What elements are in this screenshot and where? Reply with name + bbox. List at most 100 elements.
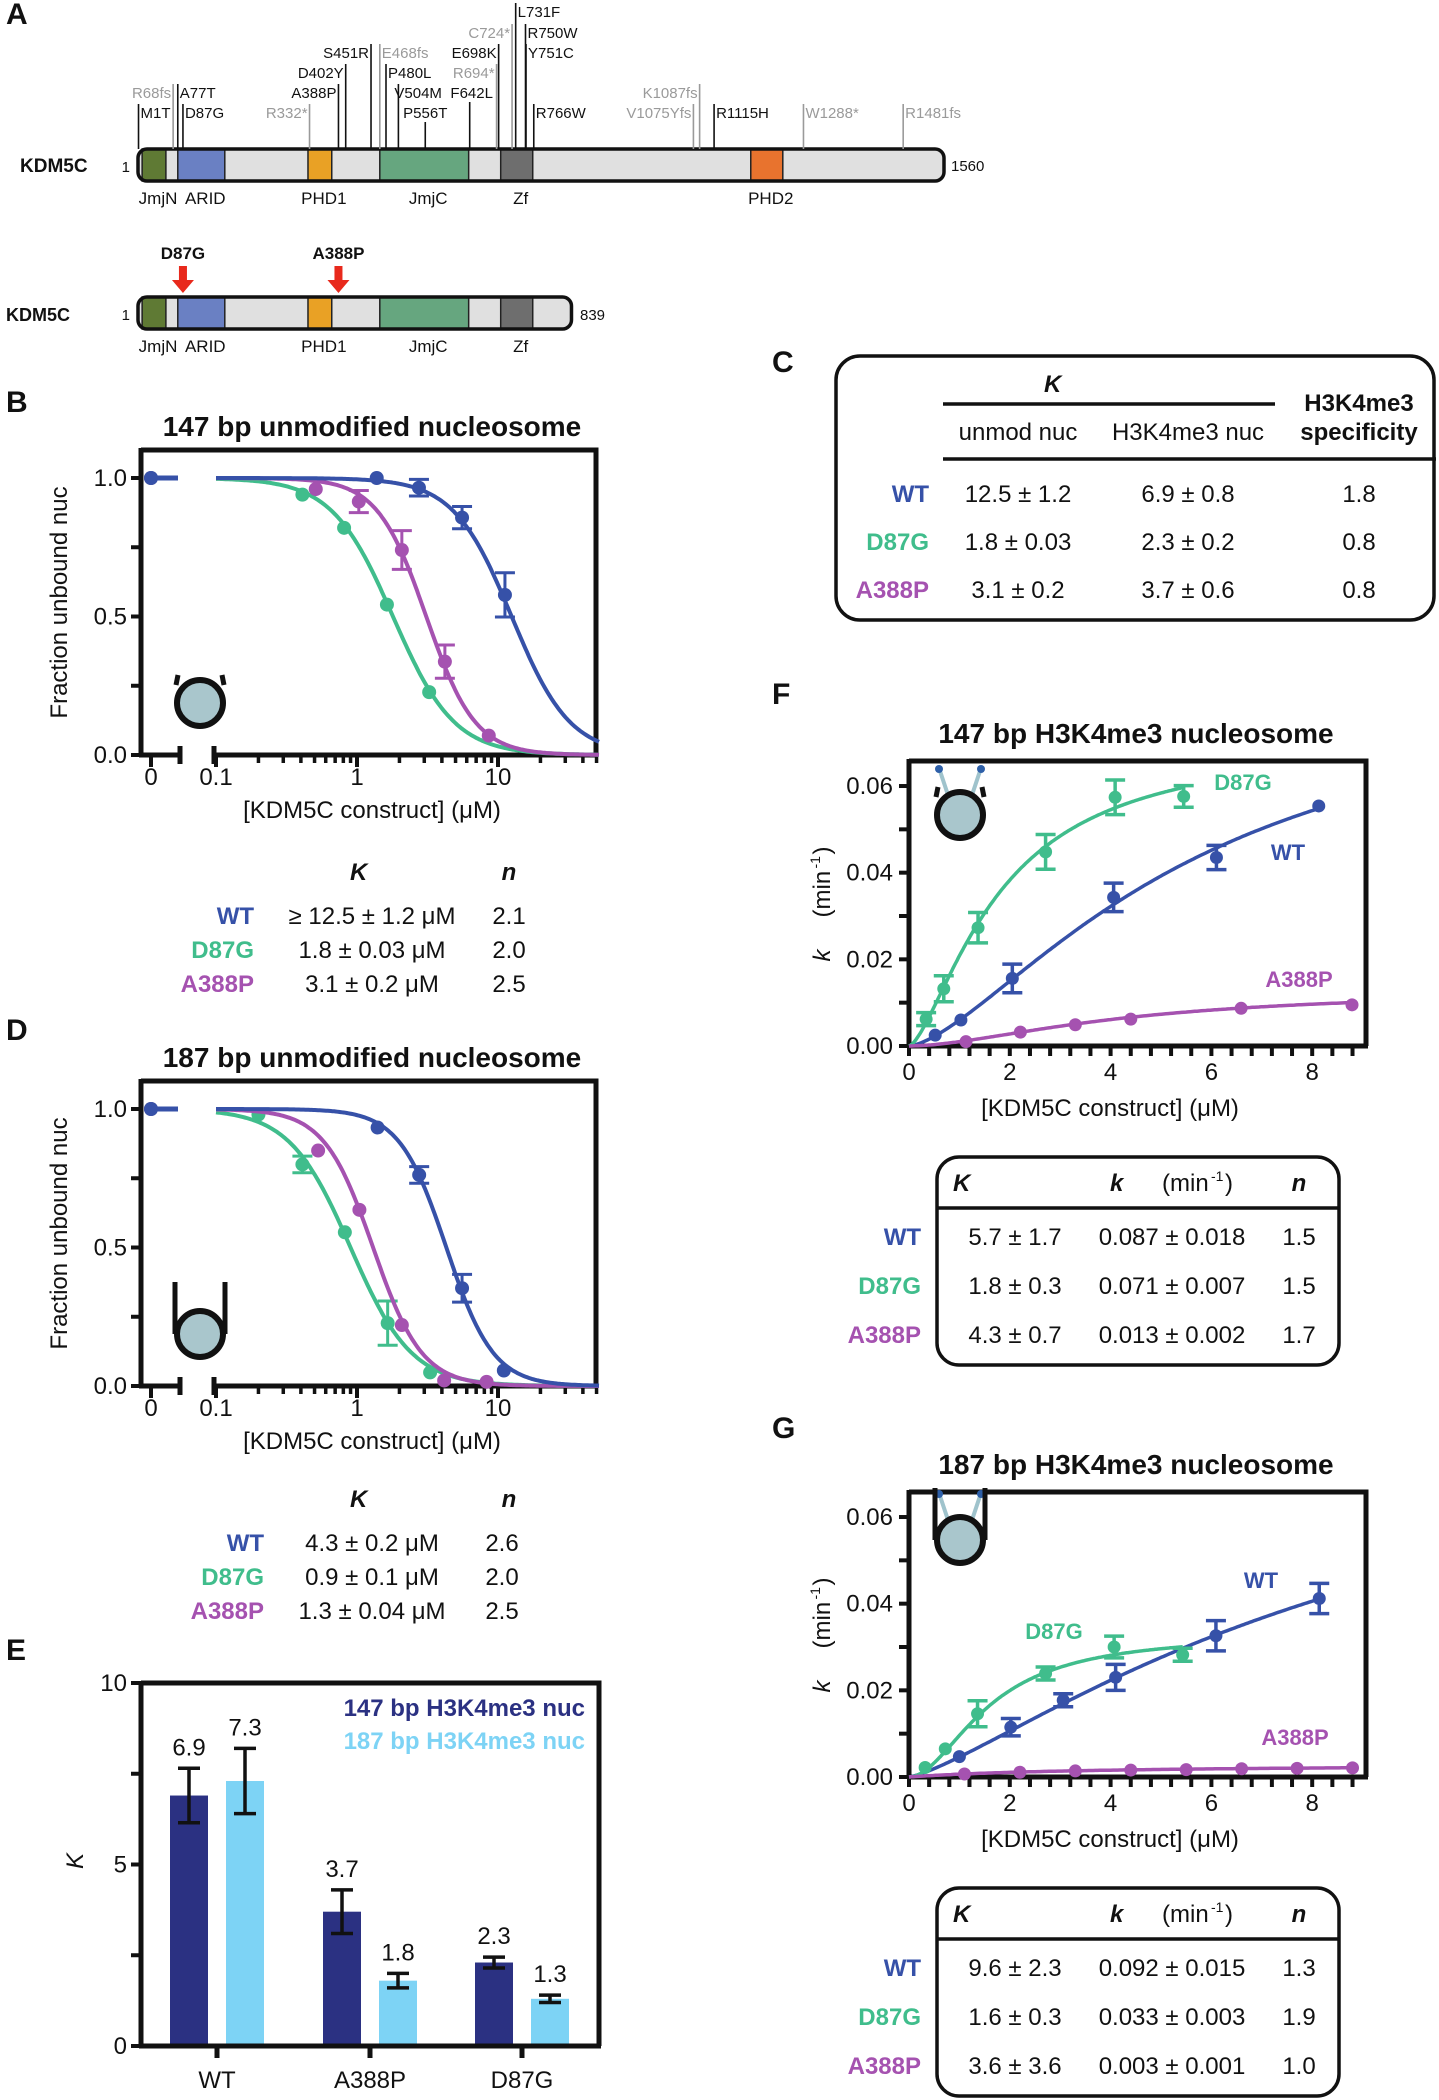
y-tick-label: 0 <box>114 2033 127 2060</box>
series-d87g: D87G <box>908 770 1272 1048</box>
y-axis-label: k (min -1) <box>807 1578 836 1693</box>
data-point <box>971 921 985 935</box>
mutation-d87g: D87G <box>182 104 224 149</box>
km-value: 4.3 ± 0.7 <box>968 1322 1061 1349</box>
chart-title: 187 bp H3K4me3 nucleosome <box>938 1449 1333 1480</box>
domain-label: JmjC <box>409 337 448 356</box>
plot-frame <box>141 1680 602 2046</box>
mutation-r68fs: R68fs <box>132 84 174 149</box>
km-value: 1.8 ± 0.3 <box>968 1273 1061 1300</box>
mutation-label: D402Y <box>298 65 344 82</box>
data-point <box>370 1120 385 1135</box>
data-point <box>455 1281 470 1296</box>
start-residue: 1 <box>122 159 130 176</box>
domain-label: PHD2 <box>748 189 793 208</box>
y-tick-label: 0.00 <box>846 1764 893 1791</box>
data-point <box>1346 1761 1360 1775</box>
x-axis-label: [KDM5C construct] (μM) <box>243 1428 501 1455</box>
data-point <box>1345 998 1359 1012</box>
km-header: K <box>953 1901 972 1928</box>
bar-d87g-187bp <box>531 1998 569 2046</box>
mutation-v1075yfs: V1075Yfs <box>626 104 695 149</box>
domain-label: ARID <box>185 189 226 208</box>
data-point <box>959 1035 973 1049</box>
y-tick-label: 0.06 <box>846 1504 893 1531</box>
domain-label: JmjN <box>139 337 178 356</box>
end-residue: 839 <box>580 307 605 324</box>
mutation-r1115h: R1115H <box>713 104 769 149</box>
km-value: 9.6 ± 2.3 <box>968 1955 1061 1982</box>
series-label: D87G <box>1214 770 1271 795</box>
bar-value-label: 1.3 <box>533 1961 566 1988</box>
km-value: 5.7 ± 1.7 <box>968 1224 1061 1251</box>
mutation-label: L731F <box>518 4 561 21</box>
y-tick-label: 0.02 <box>846 1677 893 1704</box>
data-point <box>1056 1693 1070 1707</box>
mutation-p556t: P556T <box>403 105 447 149</box>
data-point <box>1013 1025 1027 1039</box>
row-name: WT <box>892 481 930 508</box>
chart-title: 147 bp H3K4me3 nucleosome <box>938 718 1333 749</box>
data-point <box>380 1316 395 1331</box>
mutation-l731f: L731F <box>514 3 561 149</box>
data-point <box>497 587 512 602</box>
mutation-label: A388P <box>291 85 336 102</box>
chart-title: 147 bp unmodified nucleosome <box>163 411 582 442</box>
data-point <box>1312 1591 1326 1605</box>
column-header: specificity <box>1300 419 1418 446</box>
mutation-a388p: A388P <box>291 84 340 149</box>
data-point <box>422 685 437 700</box>
data-point <box>411 480 426 495</box>
plot-frame <box>909 758 1369 1046</box>
mutation-label: E468fs <box>382 45 429 62</box>
y-axis-label-unit: (min <box>809 1602 836 1649</box>
n-value: 2.5 <box>492 971 525 998</box>
mutation-label: R68fs <box>132 85 171 102</box>
panel-label-B: B <box>6 386 28 419</box>
mutation-e698k: E698K <box>452 44 500 149</box>
n-value: 1.7 <box>1282 1322 1315 1349</box>
mutation-p480l: P480L <box>385 64 431 149</box>
data-point <box>308 482 323 497</box>
data-point <box>1039 1666 1053 1680</box>
data-point <box>394 543 409 558</box>
mutation-f642l: F642L <box>450 85 493 149</box>
kd-value: 1.3 ± 0.04 μM <box>298 1598 445 1625</box>
domain-jmjc <box>379 148 470 182</box>
table-box <box>935 1155 1341 1367</box>
data-point <box>144 1102 158 1116</box>
data-point <box>479 1374 494 1389</box>
series-a388p: A388P <box>909 967 1359 1049</box>
data-point <box>1109 1670 1123 1684</box>
table-box <box>935 1886 1341 2098</box>
series-wt: WT <box>908 799 1326 1048</box>
panel-label-G: G <box>772 1412 795 1445</box>
row-name: D87G <box>858 2004 921 2031</box>
kmax-value: 0.033 ± 0.003 <box>1099 2004 1246 2031</box>
bar-d87g-147bp <box>475 1962 513 2046</box>
kmax-value: 0.087 ± 0.018 <box>1099 1224 1246 1251</box>
mutation-label: M1T <box>141 105 171 122</box>
kmax-header-close: ) <box>1225 1170 1233 1197</box>
protein-name: KDM5C <box>20 156 88 177</box>
construct-domain-map: JmjN ARID PHD1 JmjC Zf KDM5C 1 839 D87G A388P <box>6 244 605 356</box>
dna-end <box>933 786 941 798</box>
table-box <box>834 354 1436 622</box>
y-axis-label-k: k <box>809 948 836 962</box>
mutation-label: R1115H <box>716 105 769 122</box>
y-tick-label: 0.0 <box>94 742 127 769</box>
kinetics-chart-f: 147 bp H3K4me3 nucleosome 0.00 0.02 0.04 0.0… <box>807 718 1369 1367</box>
n-header: n <box>502 859 517 886</box>
data-point <box>918 1760 932 1774</box>
unmod-kd: 12.5 ± 1.2 <box>965 481 1072 508</box>
row-name: WT <box>217 903 255 930</box>
nucleosome-icon <box>172 1282 228 1360</box>
x-tick-label: 2 <box>1003 1790 1016 1817</box>
data-point <box>1107 1640 1121 1654</box>
histone-core <box>174 677 226 729</box>
mutation-label: S451R <box>323 45 369 62</box>
row-name: D87G <box>191 937 254 964</box>
mutation-label: K1087fs <box>643 85 698 102</box>
